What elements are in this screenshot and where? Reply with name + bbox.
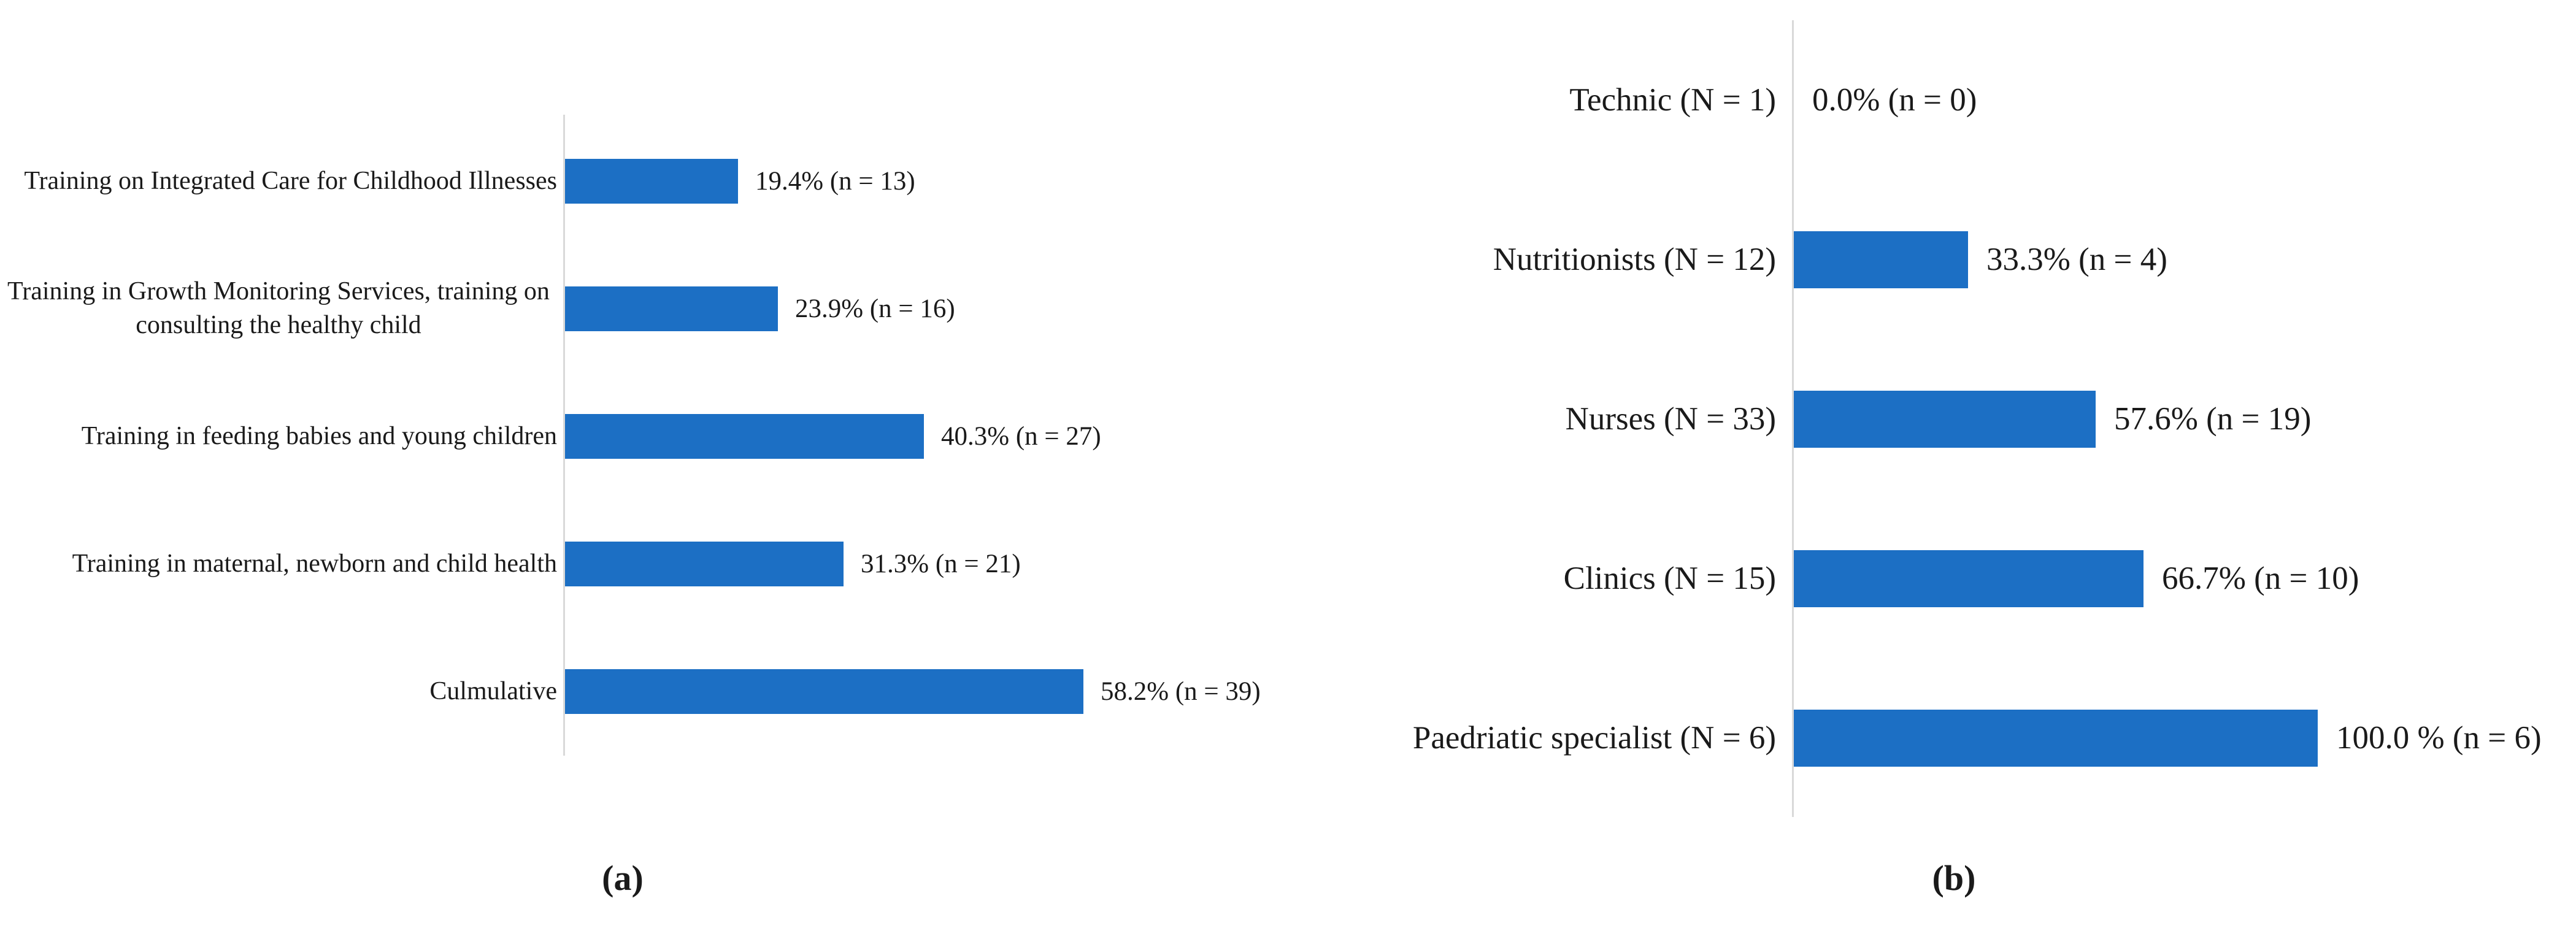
bar — [565, 541, 844, 586]
category-label: Training on Integrated Care for Childhoo… — [24, 166, 557, 195]
bar — [1794, 550, 2143, 607]
bar-row: 33.3% (n = 4) — [1794, 180, 2167, 339]
bar-value-label: 40.3% (n = 27) — [941, 421, 1101, 451]
panel-a-caption: (a) — [602, 858, 644, 898]
bar-value-label: 66.7% (n = 10) — [2162, 561, 2359, 596]
bar-value-label: 0.0% (n = 0) — [1812, 82, 1977, 118]
bar — [565, 413, 924, 459]
category-label: Culmulative — [429, 677, 557, 705]
category-label: Training in feeding babies and young chi… — [81, 421, 557, 450]
bar-row: 58.2% (n = 39) — [565, 627, 1261, 755]
bar-row: 19.4% (n = 13) — [565, 117, 915, 245]
bar-value-label: 31.3% (n = 21) — [861, 549, 1021, 578]
panel-b-caption: (b) — [1932, 858, 1976, 898]
bar — [565, 158, 738, 204]
bar — [1794, 390, 2096, 448]
bar-value-label: 23.9% (n = 16) — [795, 294, 955, 323]
category-label: Nurses (N = 33) — [1565, 401, 1776, 437]
panel-a-y-axis-line — [563, 115, 565, 756]
bar-row: 66.7% (n = 10) — [1794, 499, 2359, 658]
category-label: Nutritionists (N = 12) — [1493, 241, 1776, 277]
bar-row: 31.3% (n = 21) — [565, 500, 1021, 627]
bar — [565, 286, 778, 331]
bar-row: 23.9% (n = 16) — [565, 245, 955, 372]
bar — [565, 669, 1083, 714]
bar-row: 0.0% (n = 0) — [1794, 20, 1977, 180]
bar-value-label: 33.3% (n = 4) — [1986, 242, 2167, 277]
category-label: Clinics (N = 15) — [1563, 560, 1776, 596]
bar-value-label: 19.4% (n = 13) — [755, 166, 915, 196]
bar-row: 100.0 % (n = 6) — [1794, 658, 2542, 818]
bar-row: 40.3% (n = 27) — [565, 372, 1101, 500]
panel-b-y-axis-line — [1792, 20, 1794, 817]
category-label: Technic (N = 1) — [1569, 82, 1776, 118]
bar-value-label: 58.2% (n = 39) — [1101, 677, 1261, 706]
bar — [1794, 709, 2318, 767]
bar-value-label: 100.0 % (n = 6) — [2336, 720, 2542, 756]
category-label: Training in maternal, newborn and child … — [72, 549, 557, 578]
category-label: Paedriatic specialist (N = 6) — [1412, 719, 1776, 756]
bar-row: 57.6% (n = 19) — [1794, 339, 2311, 499]
bar — [1794, 231, 1968, 288]
category-label: Training in Growth Monitoring Services, … — [7, 277, 550, 339]
bar-value-label: 57.6% (n = 19) — [2114, 401, 2312, 437]
